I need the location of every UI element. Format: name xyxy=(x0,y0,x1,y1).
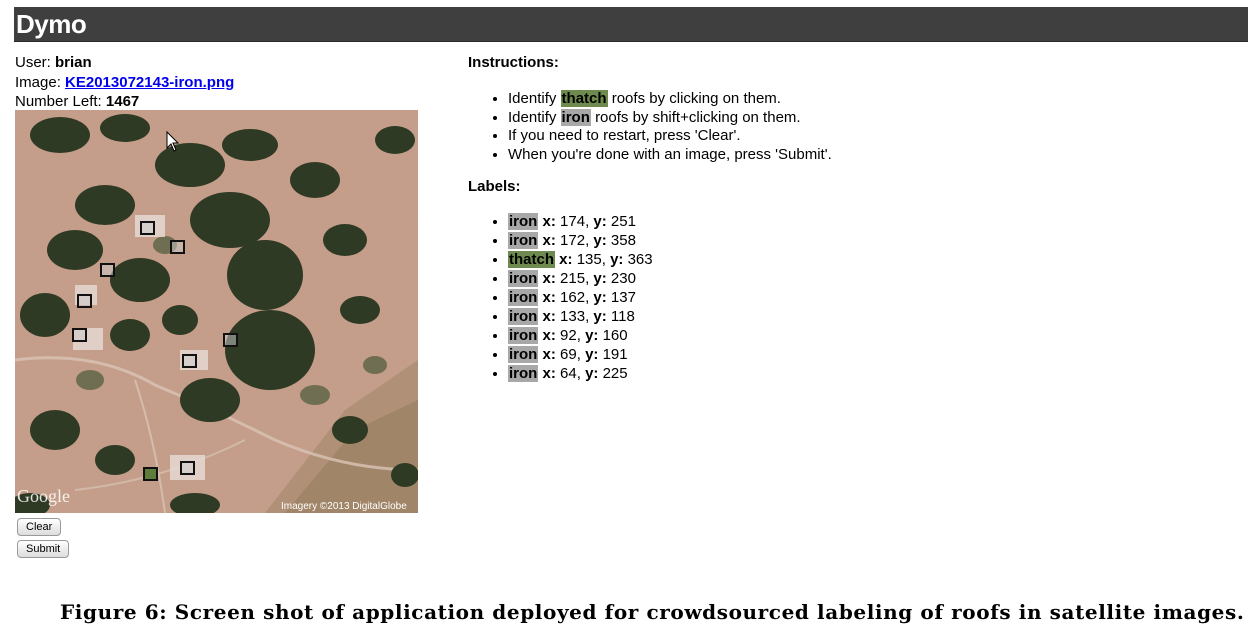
x-label: x: xyxy=(542,346,556,363)
thatch-tag: thatch xyxy=(560,90,608,107)
iron-tag: iron xyxy=(508,270,539,287)
iron-tag: iron xyxy=(560,108,591,126)
instruction-text: Identify xyxy=(508,108,557,126)
x-label: x: xyxy=(542,308,556,325)
iron-marker[interactable] xyxy=(223,333,238,347)
iron-marker[interactable] xyxy=(100,263,115,277)
iron-tag: iron xyxy=(508,213,539,230)
iron-marker[interactable] xyxy=(140,221,155,235)
iron-tag: iron xyxy=(508,327,539,344)
instructions-list: Identify thatch roofs by clicking on the… xyxy=(468,90,832,164)
satellite-image[interactable]: Google Imagery ©2013 DigitalGlobe xyxy=(15,110,418,513)
app-title: Dymo xyxy=(16,9,87,39)
x-value: 92 xyxy=(560,327,577,344)
y-value: 358 xyxy=(610,232,636,249)
x-value: 64 xyxy=(560,365,577,382)
instruction-item: If you need to restart, press 'Clear'. xyxy=(508,127,832,146)
y-value: 137 xyxy=(610,289,636,306)
y-value: 225 xyxy=(602,365,628,382)
iron-tag: iron xyxy=(508,346,539,363)
label-item: iron x: 174, y: 251 xyxy=(508,212,832,231)
mouse-cursor-icon xyxy=(166,130,180,152)
submit-button[interactable]: Submit xyxy=(17,540,70,558)
y-value: 160 xyxy=(602,327,628,344)
labels-heading: Labels: xyxy=(468,178,521,195)
number-left-label: Number Left: xyxy=(15,93,102,110)
side-panel: Instructions: Identify thatch roofs by c… xyxy=(468,53,832,383)
y-value: 230 xyxy=(610,270,636,287)
x-value: 135 xyxy=(576,251,602,268)
y-label: y: xyxy=(585,327,599,344)
label-item: iron x: 162, y: 137 xyxy=(508,288,832,307)
label-item: iron x: 69, y: 191 xyxy=(508,345,832,364)
user-row: User: brian xyxy=(15,53,234,73)
imagery-credit: Imagery ©2013 DigitalGlobe xyxy=(281,501,407,512)
iron-tag: iron xyxy=(508,289,539,306)
y-value: 251 xyxy=(610,213,636,230)
label-item: iron x: 133, y: 118 xyxy=(508,307,832,326)
label-item: iron x: 172, y: 358 xyxy=(508,231,832,250)
x-label: x: xyxy=(542,289,556,306)
image-label: Image: xyxy=(15,73,61,91)
x-value: 172 xyxy=(560,232,586,249)
y-label: y: xyxy=(585,365,599,382)
iron-tag: iron xyxy=(508,365,539,382)
iron-tag: iron xyxy=(508,308,539,325)
x-value: 133 xyxy=(560,308,586,325)
label-markers xyxy=(72,221,238,481)
iron-marker[interactable] xyxy=(182,354,197,368)
thatch-tag: thatch xyxy=(508,251,555,268)
iron-tag: iron xyxy=(508,232,539,249)
iron-marker[interactable] xyxy=(77,294,92,308)
figure-caption: Figure 6: Screen shot of application dep… xyxy=(60,600,1245,624)
x-value: 215 xyxy=(560,270,586,287)
app-header: Dymo xyxy=(14,7,1248,42)
y-value: 191 xyxy=(602,346,628,363)
instruction-text: Identify xyxy=(508,90,557,107)
y-value: 363 xyxy=(627,251,653,268)
y-label: y: xyxy=(610,251,624,268)
image-meta: User: brian Image: KE2013072143-iron.png… xyxy=(15,53,234,112)
label-item: iron x: 92, y: 160 xyxy=(508,326,832,345)
instruction-item: Identify iron roofs by shift+clicking on… xyxy=(508,108,832,128)
number-left-value: 1467 xyxy=(105,93,140,110)
label-item: iron x: 215, y: 230 xyxy=(508,269,832,288)
y-label: y: xyxy=(593,232,607,249)
label-item: thatch x: 135, y: 363 xyxy=(508,250,832,269)
x-value: 162 xyxy=(560,289,586,306)
x-label: x: xyxy=(542,327,556,344)
y-label: y: xyxy=(593,308,607,325)
instruction-text: roofs by clicking on them. xyxy=(611,90,781,107)
number-left-row: Number Left: 1467 xyxy=(15,92,234,112)
instruction-text: roofs by shift+clicking on them. xyxy=(595,108,801,126)
x-label: x: xyxy=(542,365,556,382)
clear-button[interactable]: Clear xyxy=(17,518,62,536)
image-file-link[interactable]: KE2013072143-iron.png xyxy=(65,73,235,91)
instruction-item: When you're done with an image, press 'S… xyxy=(508,146,832,165)
instructions-heading: Instructions: xyxy=(468,54,559,71)
user-label: User: xyxy=(15,54,51,71)
y-label: y: xyxy=(585,346,599,363)
labels-list: iron x: 174, y: 251iron x: 172, y: 358th… xyxy=(468,212,832,383)
image-row: Image: KE2013072143-iron.png xyxy=(15,73,234,93)
x-label: x: xyxy=(559,251,573,268)
thatch-marker[interactable] xyxy=(143,467,158,481)
x-value: 69 xyxy=(560,346,577,363)
y-label: y: xyxy=(593,289,607,306)
x-label: x: xyxy=(542,232,556,249)
y-label: y: xyxy=(593,270,607,287)
satellite-image-canvas[interactable]: Google Imagery ©2013 DigitalGlobe xyxy=(15,110,418,513)
iron-marker[interactable] xyxy=(180,461,195,475)
user-name: brian xyxy=(55,54,92,71)
y-value: 118 xyxy=(610,308,635,325)
label-item: iron x: 64, y: 225 xyxy=(508,364,832,383)
x-label: x: xyxy=(542,270,556,287)
instruction-item: Identify thatch roofs by clicking on the… xyxy=(508,90,832,109)
x-value: 174 xyxy=(560,213,586,230)
google-watermark: Google xyxy=(17,486,70,506)
iron-marker[interactable] xyxy=(170,240,185,254)
y-label: y: xyxy=(593,213,607,230)
iron-marker[interactable] xyxy=(72,328,87,342)
x-label: x: xyxy=(542,213,556,230)
